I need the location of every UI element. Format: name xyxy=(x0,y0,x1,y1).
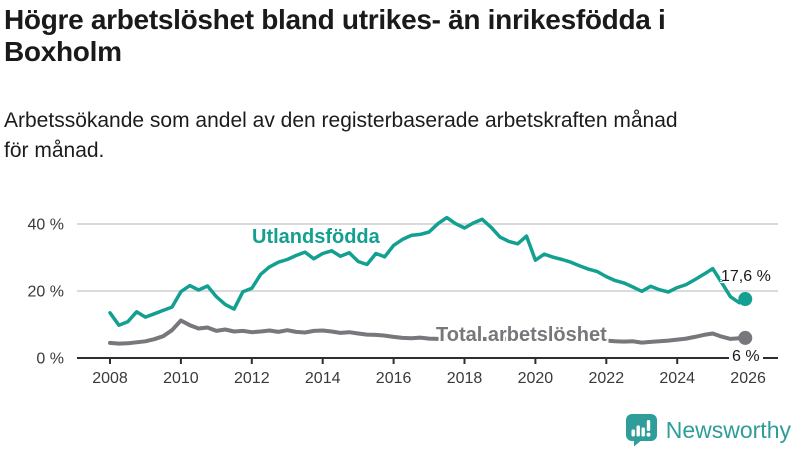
newsworthy-logo: Newsworthy xyxy=(625,413,791,447)
x-tick-label: 2020 xyxy=(518,370,554,387)
y-tick-label: 0 % xyxy=(36,351,64,368)
chart-subtitle: Arbetssökande som andel av den registerb… xyxy=(4,109,678,163)
exclamation-dot-icon xyxy=(646,432,651,437)
x-tick-label: 2014 xyxy=(305,370,341,387)
bar-icon-small xyxy=(631,429,635,437)
series-end-dot-total xyxy=(738,330,753,345)
exclamation-icon xyxy=(646,420,650,431)
series-line-total xyxy=(108,318,748,346)
bar-icon-medium xyxy=(641,427,645,437)
x-tick-label: 2018 xyxy=(447,370,483,387)
x-tick-label: 2008 xyxy=(92,370,128,387)
x-tick-label: 2016 xyxy=(376,370,412,387)
x-tick-label: 2022 xyxy=(589,370,625,387)
newsworthy-logo-icon xyxy=(625,414,657,447)
newsworthy-logo-text: Newsworthy xyxy=(665,416,791,443)
y-tick-label: 20 % xyxy=(28,284,64,301)
series-end-dot-utlandsfodda xyxy=(738,292,753,307)
end-value-total: 6 % xyxy=(729,349,763,365)
series-label-total-arbetsloshet: Total arbetslöshet xyxy=(436,324,607,346)
series-line-utlandsfodda xyxy=(108,215,748,327)
y-tick-label: 40 % xyxy=(28,217,64,234)
x-tick-label: 2024 xyxy=(659,370,695,387)
bar-icon-tall xyxy=(636,425,640,437)
x-tick-label: 2026 xyxy=(730,370,766,387)
series-label-utlandsfodda: Utlandsfödda xyxy=(252,226,380,248)
end-value-utlandsfodda: 17,6 % xyxy=(721,268,771,285)
chart-title: Högre arbetslöshet bland utrikes- än inr… xyxy=(4,4,666,68)
x-tick-label: 2012 xyxy=(234,370,270,387)
x-tick-label: 2010 xyxy=(163,370,199,387)
